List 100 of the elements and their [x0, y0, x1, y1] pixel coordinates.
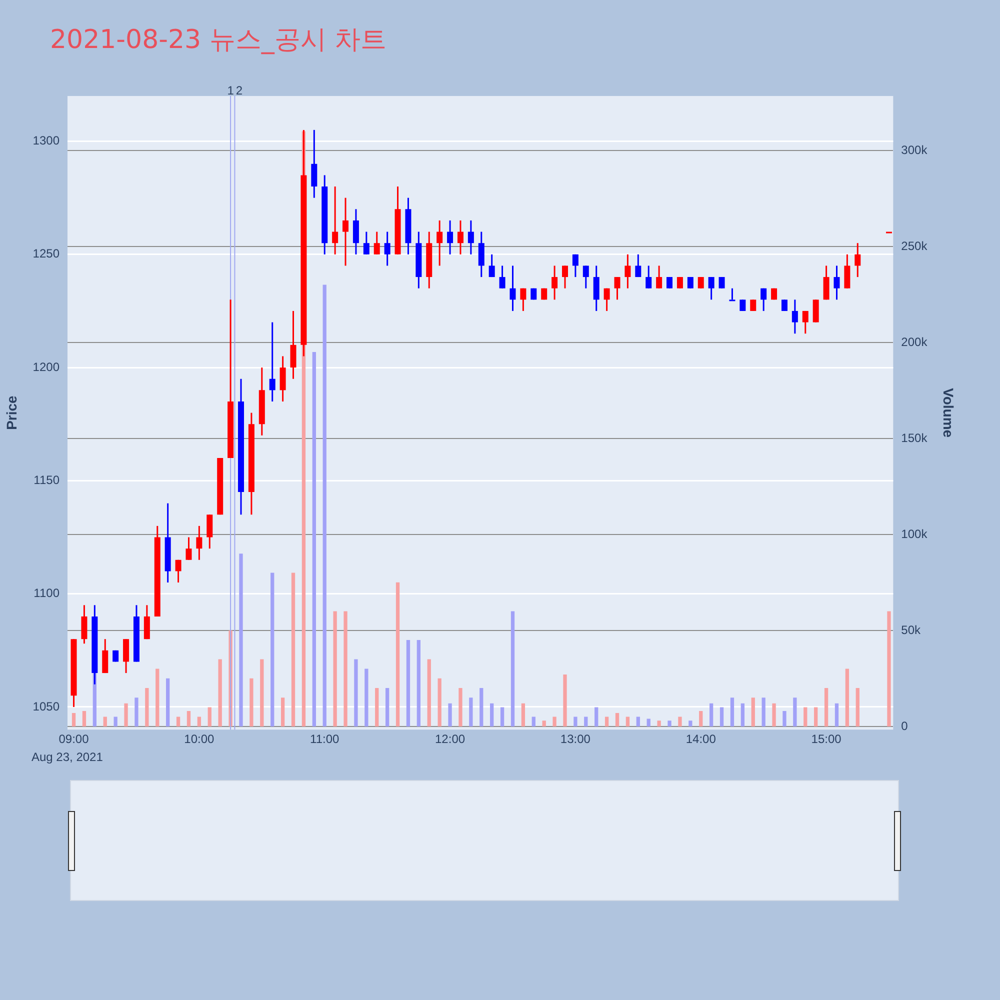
bar: [322, 284, 326, 727]
candlestick: [510, 264, 516, 312]
candlestick: [698, 276, 704, 290]
y2-axis-title: Volume: [940, 388, 957, 438]
bar: [103, 716, 107, 727]
bar: [344, 611, 348, 727]
bar: [574, 716, 578, 727]
candlestick: [624, 254, 631, 290]
bar: [375, 688, 379, 727]
candlestick: [676, 276, 683, 290]
bar: [772, 703, 776, 727]
candlestick: [844, 254, 850, 290]
candlestick: [614, 276, 620, 300]
bar: [260, 659, 264, 727]
candlestick: [102, 638, 108, 674]
bar: [740, 703, 745, 727]
bar: [354, 659, 358, 727]
candlestick: [478, 231, 484, 278]
y2-tick-label: 50k: [901, 623, 922, 638]
candlestick: [834, 264, 840, 300]
x-tick-label: 10:00: [184, 732, 215, 746]
y-tick-label: 1200: [32, 360, 60, 374]
candlestick: [604, 288, 610, 312]
bar: [804, 707, 808, 727]
candlestick: [687, 276, 694, 290]
candlestick: [666, 276, 673, 290]
bar: [124, 703, 128, 727]
bar: [427, 659, 431, 727]
bar: [312, 352, 316, 727]
candlestick: [812, 298, 819, 324]
candlestick: [781, 298, 788, 312]
bar: [239, 554, 243, 727]
candlestick: [81, 604, 88, 644]
chart-title: 2021-08-23 뉴스_공시 차트: [50, 24, 387, 57]
bar: [521, 703, 526, 727]
candlestick: [436, 220, 443, 266]
bar: [751, 698, 755, 727]
candlestick: [374, 231, 380, 256]
bar: [646, 718, 650, 727]
bar: [668, 720, 672, 727]
bar: [678, 716, 682, 727]
bar: [824, 688, 828, 727]
y-tick-label: 1050: [32, 699, 60, 714]
bar: [250, 678, 254, 727]
y2-tick-label: 100k: [901, 527, 928, 542]
candlestick: [708, 276, 714, 300]
candlestick: [186, 536, 192, 561]
bar: [500, 707, 504, 727]
bar: [416, 640, 420, 727]
bar: [510, 611, 515, 727]
bar: [584, 716, 588, 727]
bar: [762, 698, 766, 727]
x-tick-label: 14:00: [686, 732, 716, 746]
x-tick-label: 15:00: [811, 732, 842, 746]
bar: [636, 716, 640, 727]
bar: [856, 688, 860, 727]
bar: [197, 716, 202, 727]
bar: [438, 678, 442, 727]
bar: [542, 720, 546, 727]
candlestick: [384, 231, 390, 266]
candlestick: [311, 129, 318, 199]
candlestick: [750, 298, 756, 312]
bar: [72, 712, 76, 727]
bar: [604, 716, 609, 727]
bar: [469, 698, 473, 727]
candlestick: [457, 220, 464, 256]
bar: [396, 582, 400, 727]
bar: [134, 698, 138, 727]
x-tick-label: 11:00: [310, 732, 340, 746]
candlestick: [729, 288, 736, 302]
candlestick: [760, 288, 767, 312]
bar: [156, 668, 160, 727]
text: Aug 23, 2021: [31, 750, 104, 764]
bar: [845, 668, 850, 727]
bar: [699, 711, 703, 727]
bar: [176, 716, 180, 727]
bar: [166, 678, 170, 727]
candlestick: [269, 322, 276, 402]
y2-tick-label: 200k: [901, 335, 928, 350]
bar: [814, 707, 818, 727]
bar: [291, 572, 296, 727]
candlestick: [802, 310, 808, 334]
candlestick: [352, 208, 359, 256]
candlestick: [280, 355, 286, 402]
candlestick: [499, 264, 506, 290]
y2-tick-label: 300k: [901, 143, 928, 158]
bar: [688, 720, 692, 727]
bar: [552, 716, 556, 727]
bar: [280, 698, 285, 727]
bar: [385, 688, 390, 727]
bar: [208, 707, 212, 727]
candlestick: [196, 525, 202, 561]
bar: [834, 703, 839, 727]
candlestick: [823, 264, 830, 300]
bar: [657, 720, 661, 727]
y-tick-label: 1150: [34, 473, 60, 487]
x-tick-label: 12:00: [435, 732, 466, 746]
candlestick: [123, 638, 130, 674]
bar: [114, 716, 118, 727]
ref-line-label: 2: [236, 83, 243, 98]
